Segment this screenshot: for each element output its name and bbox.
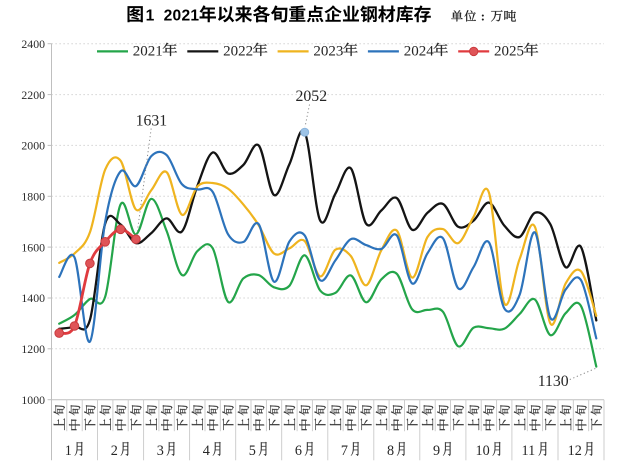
svg-text:2025: 2025 bbox=[494, 43, 524, 59]
svg-text:11: 11 bbox=[522, 443, 536, 459]
svg-text:1000: 1000 bbox=[21, 393, 45, 407]
svg-text:1600: 1600 bbox=[21, 240, 45, 254]
svg-text:10: 10 bbox=[476, 443, 490, 459]
svg-text:1200: 1200 bbox=[21, 342, 45, 356]
svg-text:2024: 2024 bbox=[404, 43, 435, 59]
svg-text:1400: 1400 bbox=[21, 291, 45, 305]
svg-text:2400: 2400 bbox=[21, 37, 45, 51]
svg-text:8: 8 bbox=[387, 443, 394, 459]
svg-text:1: 1 bbox=[65, 443, 72, 459]
svg-text:2021: 2021 bbox=[164, 8, 200, 25]
svg-text:6: 6 bbox=[295, 443, 302, 459]
svg-text:2: 2 bbox=[111, 443, 118, 459]
svg-text:5: 5 bbox=[249, 443, 256, 459]
svg-text:2022: 2022 bbox=[223, 43, 253, 59]
svg-text::: : bbox=[481, 10, 485, 24]
svg-text:4: 4 bbox=[203, 443, 210, 459]
svg-text:2052: 2052 bbox=[296, 88, 328, 105]
svg-text:1800: 1800 bbox=[21, 190, 45, 204]
svg-text:9: 9 bbox=[433, 443, 440, 459]
svg-text:1: 1 bbox=[146, 8, 155, 25]
svg-text:2200: 2200 bbox=[21, 88, 45, 102]
svg-text:3: 3 bbox=[157, 443, 164, 459]
svg-text:1130: 1130 bbox=[538, 373, 569, 390]
svg-text:2021: 2021 bbox=[133, 43, 163, 59]
svg-text:12: 12 bbox=[568, 443, 582, 459]
svg-text:2023: 2023 bbox=[313, 43, 343, 59]
svg-text:1631: 1631 bbox=[136, 113, 168, 130]
svg-text:7: 7 bbox=[341, 443, 348, 459]
svg-text:2000: 2000 bbox=[21, 139, 45, 153]
